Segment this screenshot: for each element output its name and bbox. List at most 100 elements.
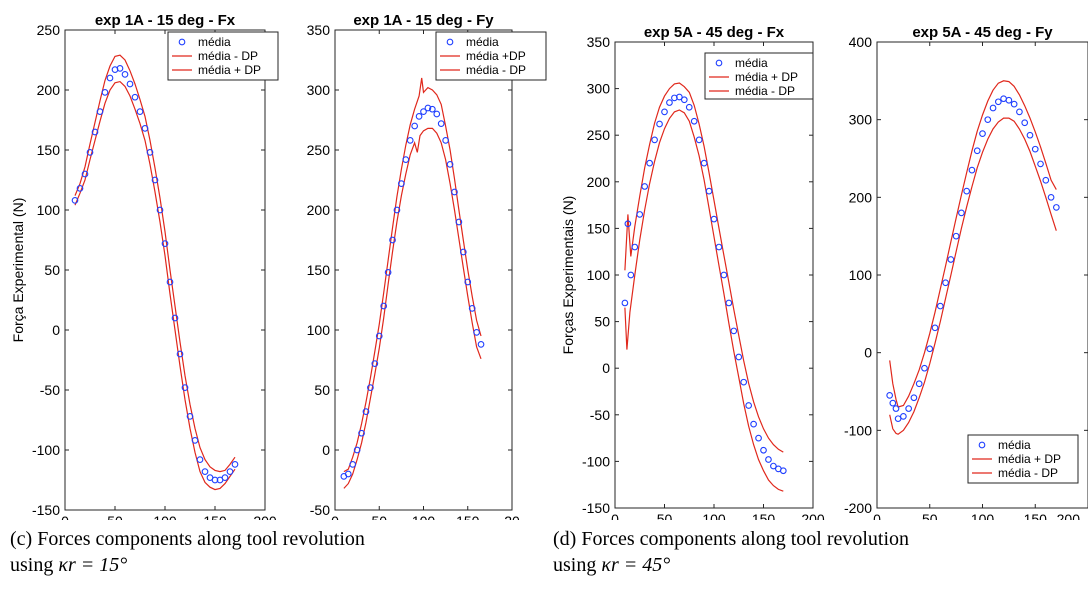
mean-marker	[176, 350, 184, 358]
mean-marker	[745, 402, 753, 409]
mean-marker	[1010, 100, 1018, 108]
mean-marker	[627, 271, 635, 279]
mean-marker	[740, 378, 748, 386]
mean-marker	[894, 415, 902, 423]
y-tick-label: 200	[849, 189, 873, 205]
mean-marker	[71, 197, 79, 204]
mean-marker	[226, 468, 234, 475]
mean-marker	[96, 108, 104, 115]
mean-marker	[384, 269, 392, 276]
mean-marker	[621, 299, 629, 307]
y-tick-label: 300	[849, 112, 873, 128]
y-tick-label: -50	[310, 502, 330, 518]
y-tick-label: 0	[602, 360, 610, 376]
mean-marker	[231, 461, 239, 468]
mean-marker	[646, 159, 654, 167]
x-tick-label: 50	[657, 511, 673, 520]
mean-marker	[156, 206, 164, 214]
x-tick-label: 150	[1024, 511, 1048, 520]
mean-marker	[1047, 193, 1055, 201]
mean-marker	[191, 437, 199, 444]
legend-label: média	[735, 56, 768, 70]
legend-marker	[446, 38, 454, 46]
mean-marker	[420, 108, 427, 115]
y-tick-label: 200	[307, 202, 331, 218]
mean-marker	[131, 93, 139, 101]
x-tick-label: 150	[456, 513, 480, 520]
x-tick-label: 50	[922, 511, 938, 520]
y-tick-label: 100	[37, 202, 61, 218]
mean-marker	[989, 104, 997, 112]
mean-marker	[942, 279, 949, 287]
legend-marker	[715, 59, 723, 67]
figure-canvas: exp 1A - 15 deg - Fx-150-100-50050100150…	[10, 12, 1088, 520]
caption-left-prefix: using	[10, 554, 59, 576]
mean-marker	[1042, 176, 1050, 184]
mean-marker	[433, 110, 441, 118]
y-tick-label: -150	[582, 500, 610, 516]
mean-marker	[344, 470, 352, 478]
caption-right-prefix: using	[553, 554, 602, 576]
axes-frame	[64, 29, 266, 511]
chart-title: exp 5A - 45 deg - Fx	[644, 24, 785, 41]
mean-marker	[151, 176, 159, 184]
mean-marker	[1037, 160, 1044, 168]
x-tick-label: 0	[611, 511, 619, 520]
mean-marker	[161, 240, 169, 247]
mean-marker	[1016, 108, 1023, 116]
mean-marker	[921, 364, 928, 372]
mean-marker	[915, 380, 923, 388]
legend-label: média + DP	[735, 70, 798, 84]
y-tick-label: 150	[37, 142, 61, 158]
mean-marker	[136, 108, 144, 115]
y-tick-label: 400	[849, 34, 873, 50]
mean-marker	[710, 215, 718, 223]
y-tick-label: -200	[844, 500, 872, 516]
mean-marker	[958, 209, 965, 217]
mean-marker	[973, 147, 981, 155]
series-lower-line	[624, 109, 784, 492]
legend-label: média	[198, 35, 231, 49]
x-tick-label: 200	[801, 511, 825, 520]
mean-marker	[389, 236, 396, 244]
mean-marker	[86, 149, 94, 156]
chart-title: exp 1A - 15 deg - Fx	[95, 12, 236, 29]
mean-marker	[770, 462, 777, 470]
x-tick-label: 100	[412, 513, 436, 520]
mean-marker	[367, 384, 374, 391]
mean-marker	[402, 156, 410, 163]
mean-marker	[211, 476, 219, 484]
mean-marker	[186, 413, 194, 420]
mean-marker	[641, 183, 649, 190]
mean-marker	[779, 467, 787, 475]
x-tick-label: 100	[153, 513, 177, 520]
mean-marker	[968, 166, 976, 174]
legend-label: média - DP	[466, 63, 526, 77]
mean-marker	[1031, 145, 1039, 153]
y-tick-label: 250	[587, 127, 611, 143]
mean-marker	[429, 105, 436, 113]
x-tick-label: 20	[504, 513, 520, 520]
series-upper-line	[889, 80, 1057, 408]
mean-marker	[411, 122, 419, 130]
mean-marker	[398, 180, 405, 187]
chart-title: exp 5A - 45 deg - Fy	[912, 24, 1053, 41]
mean-marker	[76, 185, 84, 192]
y-tick-label: 0	[52, 322, 60, 338]
x-tick-label: 150	[203, 513, 227, 520]
legend-label: média + DP	[198, 63, 261, 77]
mean-marker	[221, 474, 229, 481]
mean-marker	[116, 65, 124, 72]
legend-marker	[178, 38, 186, 46]
mean-marker	[936, 302, 944, 310]
legend-marker	[978, 441, 986, 449]
mean-marker	[765, 456, 772, 463]
mean-marker	[415, 113, 423, 120]
mean-marker	[358, 429, 365, 437]
mean-marker	[675, 93, 683, 101]
y-tick-label: 150	[587, 220, 611, 236]
mean-marker	[121, 71, 129, 78]
x-tick-label: 100	[702, 511, 726, 520]
